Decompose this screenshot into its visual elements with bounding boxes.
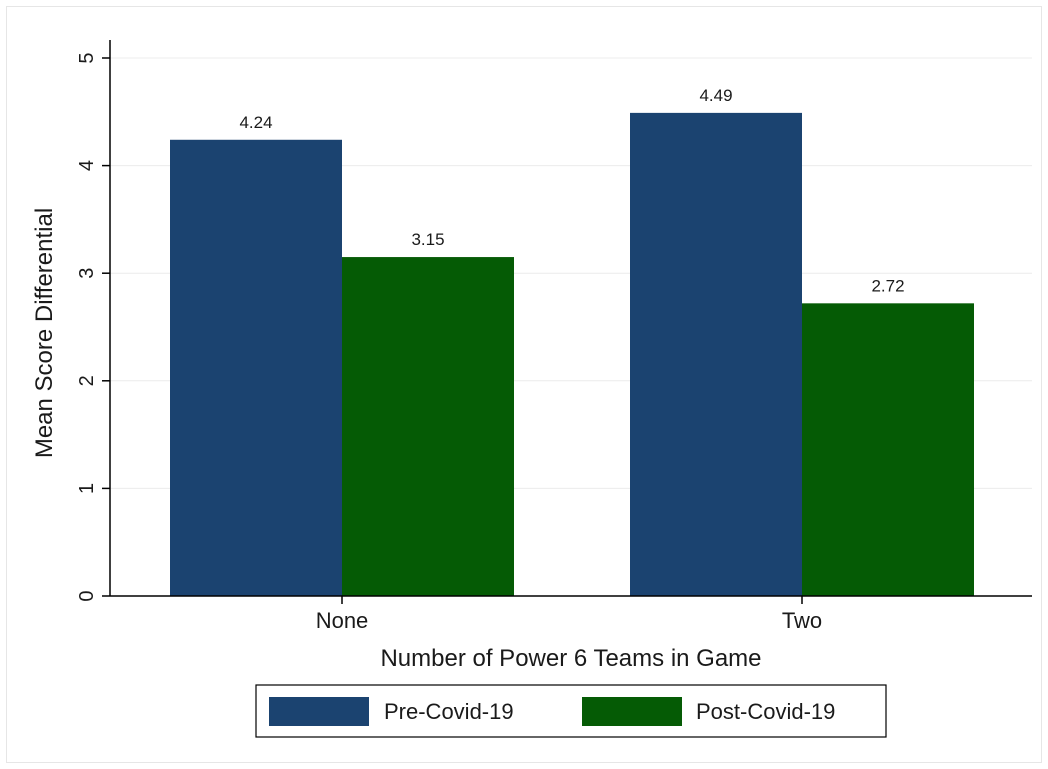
bar-data-label: 4.49 <box>699 86 732 105</box>
bar-data-label: 3.15 <box>411 230 444 249</box>
data-labels: 4.24 4.49 3.15 2.72 <box>239 86 904 295</box>
legend-label: Pre-Covid-19 <box>384 699 514 724</box>
bars <box>170 112 974 596</box>
x-tick-label: Two <box>782 608 822 633</box>
y-tick-label: 0 <box>76 590 98 601</box>
y-axis-title: Mean Score Differential <box>31 208 58 458</box>
bar <box>630 112 802 596</box>
bar-data-label: 2.72 <box>871 276 904 295</box>
legend-label: Post-Covid-19 <box>696 699 835 724</box>
y-tick-label: 4 <box>76 160 98 171</box>
legend-swatch <box>582 697 682 726</box>
y-tick-label: 5 <box>76 52 98 63</box>
y-tick-label: 1 <box>76 483 98 494</box>
x-axis-title: Number of Power 6 Teams in Game <box>380 645 761 672</box>
y-tick-label: 3 <box>76 268 98 279</box>
x-tick-label: None <box>316 608 369 633</box>
bar <box>170 139 342 596</box>
x-ticks: None Two <box>316 596 822 633</box>
y-tick-label: 2 <box>76 375 98 386</box>
bar <box>342 257 514 596</box>
legend: Pre-Covid-19 Post-Covid-19 <box>255 684 887 738</box>
y-ticks: 0 1 2 3 4 5 <box>76 52 110 602</box>
bar-data-label: 4.24 <box>239 113 272 132</box>
bar <box>802 303 974 596</box>
legend-swatch <box>269 697 369 726</box>
